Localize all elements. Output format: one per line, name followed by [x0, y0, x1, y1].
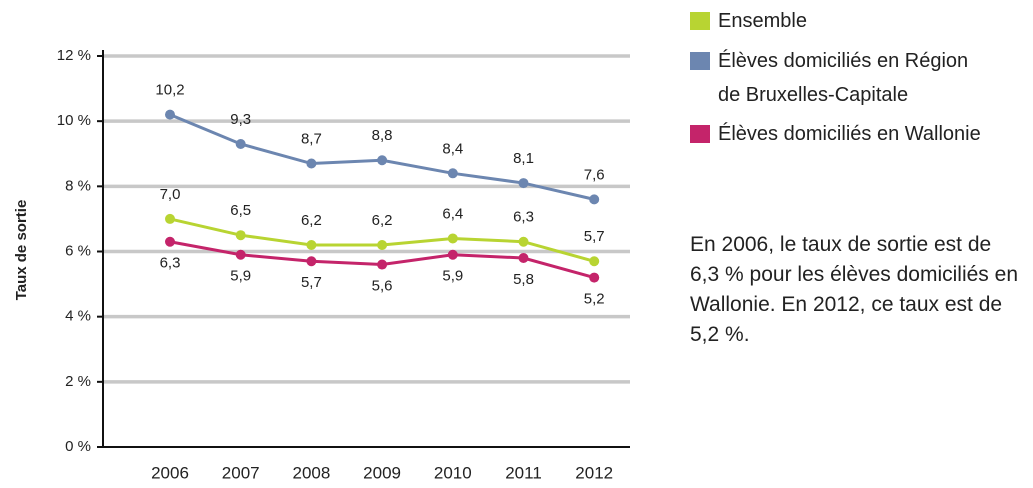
x-tick-label: 2007 [222, 463, 260, 482]
point [589, 272, 600, 283]
legend-label: Élèves domiciliés en Wallonie [718, 123, 981, 145]
y-tick-label: 8 % [65, 177, 91, 194]
y-tick-label: 12 % [57, 47, 91, 64]
value-label: 5,7 [584, 228, 605, 245]
value-label: 5,9 [442, 268, 463, 285]
legend-label: Élèves domiciliés en Région de Bruxelles… [718, 50, 969, 106]
legend-item: Élèves domiciliés en Région de Bruxelles… [690, 44, 1030, 112]
legend-item: Élèves domiciliés en Wallonie [690, 117, 1030, 151]
value-label: 8,8 [372, 127, 393, 144]
point [447, 168, 458, 179]
y-tick-label: 2 % [65, 373, 91, 390]
y-tick-label: 6 % [65, 242, 91, 259]
point [518, 236, 529, 247]
point [447, 233, 458, 244]
point [235, 230, 246, 241]
value-label: 6,4 [442, 205, 463, 222]
legend-swatch [690, 52, 710, 70]
point [447, 249, 458, 260]
point [165, 109, 175, 120]
point [518, 178, 529, 189]
point [377, 239, 388, 250]
value-label: 8,1 [513, 150, 534, 167]
point [589, 256, 600, 267]
value-label: 6,3 [160, 255, 181, 272]
point [306, 158, 317, 169]
value-label: 8,7 [301, 130, 322, 147]
value-label: 6,5 [230, 202, 251, 219]
value-label: 5,7 [301, 274, 322, 291]
annotation: En 2006, le taux de sortie est de 6,3 % … [690, 233, 1019, 346]
legend-label: Ensemble [718, 10, 807, 32]
point [165, 213, 175, 224]
point [235, 249, 246, 260]
value-label: 9,3 [230, 111, 251, 128]
point [518, 253, 529, 264]
y-tick-label: 0 % [65, 438, 91, 455]
x-tick-label: 2009 [363, 463, 401, 482]
value-label: 7,6 [584, 166, 605, 183]
value-label: 5,6 [372, 278, 393, 295]
point [306, 239, 317, 250]
point [377, 259, 388, 270]
value-label: 7,0 [160, 186, 181, 203]
point [235, 138, 246, 149]
value-label: 6,3 [513, 209, 534, 226]
value-label: 6,2 [301, 212, 322, 229]
y-tick-label: 4 % [65, 308, 91, 325]
value-label: 10,2 [155, 82, 184, 99]
x-tick-label: 2012 [575, 463, 613, 482]
legend-swatch [690, 12, 710, 30]
legend-item: Ensemble [690, 4, 1030, 38]
point [589, 194, 600, 205]
point [306, 256, 317, 267]
value-label: 5,9 [230, 268, 251, 285]
point [377, 155, 388, 166]
x-tick-label: 2006 [151, 463, 189, 482]
x-tick-label: 2010 [434, 463, 472, 482]
value-label: 6,2 [372, 212, 393, 229]
x-tick-label: 2011 [505, 463, 542, 482]
x-tick-label: 2008 [292, 463, 330, 482]
point [165, 236, 175, 247]
chart: Taux de sortie 0 % 2 % 4 % 6 % 8 % 10 % 12 % 20… [13, 47, 630, 482]
value-label: 5,2 [584, 291, 605, 308]
y-axis-label: Taux de sortie [13, 200, 30, 301]
y-tick-label: 10 % [57, 112, 91, 129]
value-label: 8,4 [442, 140, 463, 157]
legend-swatch [690, 125, 710, 143]
value-label: 5,8 [513, 271, 534, 288]
